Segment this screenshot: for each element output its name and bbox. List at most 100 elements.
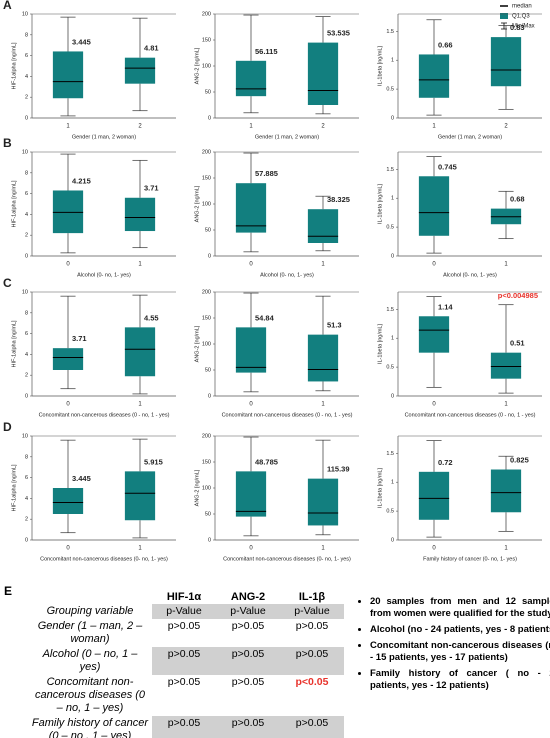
x-axis-label: Family history of cancer (0- no, 1- yes)	[423, 556, 517, 562]
box	[52, 488, 84, 514]
value-annotation: 0.745	[438, 162, 457, 171]
value-annotation: 51.3	[327, 321, 342, 330]
y-tick-label: 10	[22, 433, 28, 439]
value-annotation: 3.445	[72, 37, 91, 46]
y-tick-label: 0	[208, 115, 211, 121]
value-annotation: 0.68	[510, 195, 525, 204]
cell: p>0.05	[231, 676, 265, 688]
value-annotation: 115.39	[327, 465, 350, 474]
y-tick-label: 2	[25, 517, 28, 523]
y-tick-label: 50	[205, 367, 211, 373]
cell: p>0.05	[216, 716, 280, 738]
x-axis-label: Alcohol (0- no, 1- yes)	[77, 272, 131, 278]
y-axis-label: IL-1beta [ng/mL]	[377, 46, 383, 87]
box	[307, 42, 339, 105]
y-tick-label: 150	[202, 37, 211, 43]
y-tick-label: 200	[202, 433, 211, 439]
significance-note: p<0.004985	[498, 291, 538, 300]
bullet-list: 20 samples from men and 12 samples from …	[356, 596, 550, 696]
value-annotation: 54.84	[255, 313, 275, 322]
value-annotation: 3.71	[72, 334, 87, 343]
box	[124, 57, 156, 84]
value-annotation: 0.66	[438, 40, 453, 49]
panel-label: D	[3, 420, 12, 434]
y-tick-label: 100	[202, 201, 211, 207]
y-tick-label: 1	[391, 196, 394, 202]
y-tick-label: 0	[25, 393, 28, 399]
x-tick-label: 1	[321, 402, 325, 408]
value-annotation: 4.55	[144, 313, 159, 322]
cell: p-Value	[152, 604, 216, 619]
table-row: Gender (1 – man, 2 – woman) p>0.05 p>0.0…	[28, 619, 344, 647]
y-tick-label: 1	[391, 336, 394, 342]
y-tick-label: 1.5	[386, 451, 394, 457]
x-tick-label: 0	[66, 546, 70, 552]
y-tick-label: 6	[25, 475, 28, 481]
y-tick-label: 100	[202, 485, 211, 491]
y-tick-label: 0	[25, 253, 28, 259]
value-annotation: 53.535	[327, 29, 350, 38]
y-axis-label: IL-1beta [ng/mL]	[377, 184, 383, 225]
y-axis-label: HIF-1alpha [ng/mL]	[11, 320, 17, 368]
y-tick-label: 10	[22, 11, 28, 17]
y-axis-label: IL-1beta [ng/mL]	[377, 324, 383, 365]
y-tick-label: 100	[202, 341, 211, 347]
y-tick-label: 4	[25, 496, 28, 502]
y-tick-label: 150	[202, 175, 211, 181]
y-axis-label: HIF-1alpha [ng/mL]	[11, 180, 17, 228]
table-row: Alcohol (0 – no, 1 – yes) p>0.05 p>0.05 …	[28, 647, 344, 675]
cell: p>0.05	[167, 676, 201, 688]
box	[124, 197, 156, 232]
y-tick-label: 0	[25, 537, 28, 543]
bullet: Family history of cancer ( no - 20 patie…	[370, 668, 550, 692]
x-tick-label: 0	[66, 262, 70, 268]
cell: p-Value	[216, 604, 280, 619]
x-tick-label: 1	[138, 546, 142, 552]
bullet: Concomitant non-cancerous diseases (no -…	[370, 640, 550, 664]
p-value-table: HIF-1α ANG-2 IL-1β Grouping variable p-V…	[28, 590, 344, 738]
x-tick-label: 1	[504, 546, 508, 552]
y-tick-label: 0	[391, 253, 394, 259]
y-tick-label: 4	[25, 212, 28, 218]
box	[490, 469, 522, 513]
cell: p-Value	[280, 604, 344, 619]
table-header: HIF-1α ANG-2 IL-1β	[28, 590, 344, 604]
value-annotation: 3.71	[144, 184, 159, 193]
y-tick-label: 6	[25, 331, 28, 337]
y-tick-label: 200	[202, 289, 211, 295]
box	[307, 478, 339, 526]
y-axis-label: HIF-1alpha [ng/mL]	[11, 42, 17, 90]
cell: Alcohol (0 – no, 1 – yes)	[42, 648, 138, 673]
header-cell	[28, 590, 152, 604]
legend-label: Min/Max	[512, 24, 535, 30]
x-tick-label: 0	[249, 262, 253, 268]
legend-label: Q1,Q3	[512, 14, 530, 20]
x-tick-label: 1	[138, 262, 142, 268]
x-tick-label: 2	[321, 124, 325, 130]
y-tick-label: 8	[25, 170, 28, 176]
y-tick-label: 0	[391, 115, 394, 121]
value-annotation: 5.915	[144, 457, 163, 466]
x-tick-label: 2	[138, 124, 142, 130]
cell: p>0.05	[152, 647, 216, 675]
x-axis-label: Concomitant non-cancerous diseases (0 - …	[405, 412, 536, 418]
x-tick-label: 1	[249, 124, 253, 130]
y-tick-label: 1.5	[386, 167, 394, 173]
y-tick-label: 2	[25, 373, 28, 379]
cell: Gender (1 – man, 2 – woman)	[37, 620, 143, 645]
box	[235, 327, 267, 373]
x-tick-label: 0	[432, 262, 436, 268]
y-axis-label: ANG-2 [ng/mL]	[194, 185, 200, 222]
x-axis-label: Gender (1 man, 2 woman)	[438, 134, 502, 140]
box	[235, 471, 267, 517]
box	[235, 60, 267, 97]
y-tick-label: 0	[391, 537, 394, 543]
y-tick-label: 1.5	[386, 29, 394, 35]
x-axis-label: Concomitant non-cancerous diseases (0- n…	[223, 556, 351, 562]
value-annotation: 38.325	[327, 195, 350, 204]
y-tick-label: 0	[208, 253, 211, 259]
box	[235, 183, 267, 233]
y-tick-label: 4	[25, 352, 28, 358]
